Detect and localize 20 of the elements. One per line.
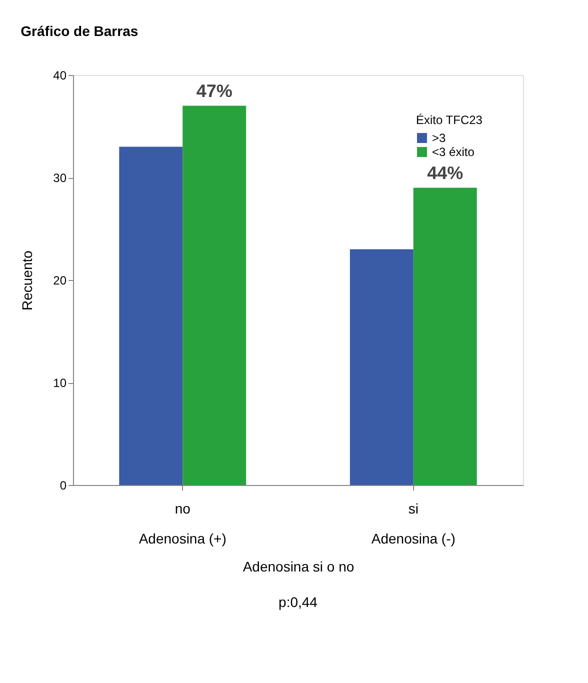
- legend-title: Éxito TFC23: [416, 113, 483, 127]
- y-tick-label: 20: [53, 274, 67, 288]
- x-tick-label: no Adenosina (+): [138, 500, 226, 546]
- x-tick-label: si Adenosina (-): [371, 500, 456, 546]
- annotation: 44%: [427, 162, 464, 183]
- bar: [119, 146, 183, 485]
- chart-title: Gráfico de Barras: [20, 23, 138, 39]
- bar: [350, 249, 414, 485]
- y-tick-label: 30: [53, 171, 67, 185]
- y-axis-title: Recuento: [19, 250, 36, 310]
- bar: [413, 188, 477, 485]
- y-tick-label: 40: [53, 68, 67, 82]
- text: p:0,44: [278, 594, 318, 610]
- legend-label: <3 éxito: [432, 145, 475, 159]
- x-axis-title: Adenosina si o no: [242, 558, 354, 574]
- y-tick-label: 0: [60, 478, 67, 492]
- annotation: 47%: [196, 80, 232, 101]
- legend-label: >3: [432, 131, 446, 145]
- bar: [182, 106, 246, 485]
- y-tick-label: 10: [53, 376, 67, 390]
